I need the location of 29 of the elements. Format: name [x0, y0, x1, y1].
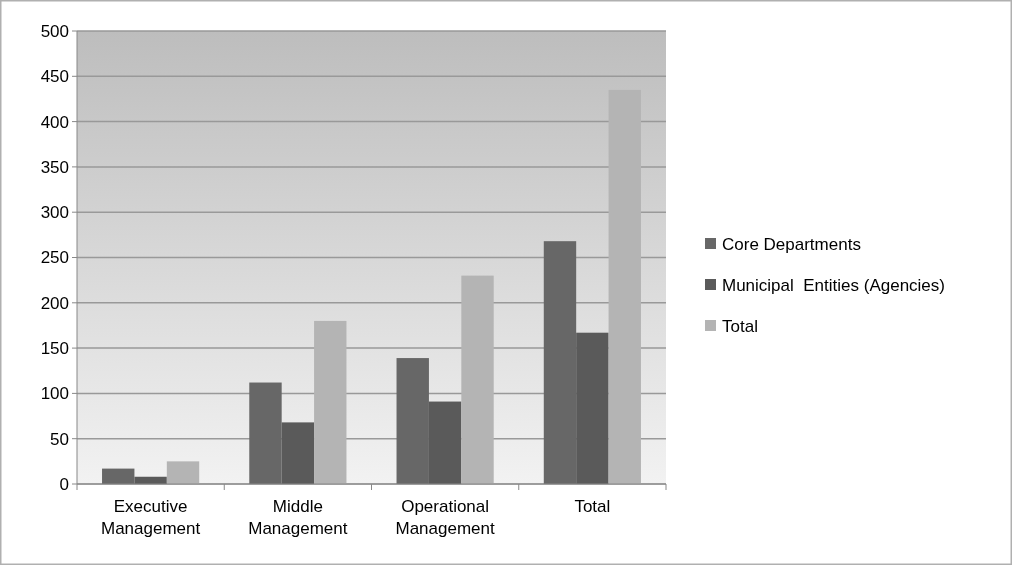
bar — [461, 275, 494, 484]
bar — [166, 461, 200, 484]
y-tick-label: 150 — [40, 339, 69, 359]
bar — [543, 241, 577, 484]
bar — [102, 468, 135, 484]
y-tick-label: 200 — [40, 293, 69, 313]
legend-label: Municipal Entities (Agencies) — [722, 275, 945, 295]
bar — [314, 320, 347, 484]
y-tick-label: 500 — [40, 21, 69, 41]
bar — [576, 332, 609, 484]
y-tick-label: 100 — [40, 384, 69, 404]
bar — [249, 382, 282, 484]
x-tick-label: Total — [574, 497, 611, 516]
legend-label: Core Departments — [722, 234, 861, 254]
x-tick-label: Executive Management — [101, 497, 201, 538]
bar — [608, 89, 641, 484]
x-tick-label: Operational Management — [395, 497, 496, 538]
y-tick-label: 300 — [40, 203, 69, 223]
y-tick-label: 250 — [40, 248, 69, 268]
y-tick-label: 450 — [40, 67, 69, 87]
y-tick-label: 350 — [40, 157, 69, 177]
y-tick-label: 0 — [59, 474, 69, 494]
bar — [281, 422, 315, 484]
y-tick-label: 400 — [40, 112, 69, 132]
y-tick-label: 50 — [50, 429, 69, 449]
bar — [396, 358, 429, 484]
x-tick-label: Middle Management — [248, 497, 348, 538]
bar — [428, 401, 462, 484]
legend-label: Total — [722, 316, 758, 336]
